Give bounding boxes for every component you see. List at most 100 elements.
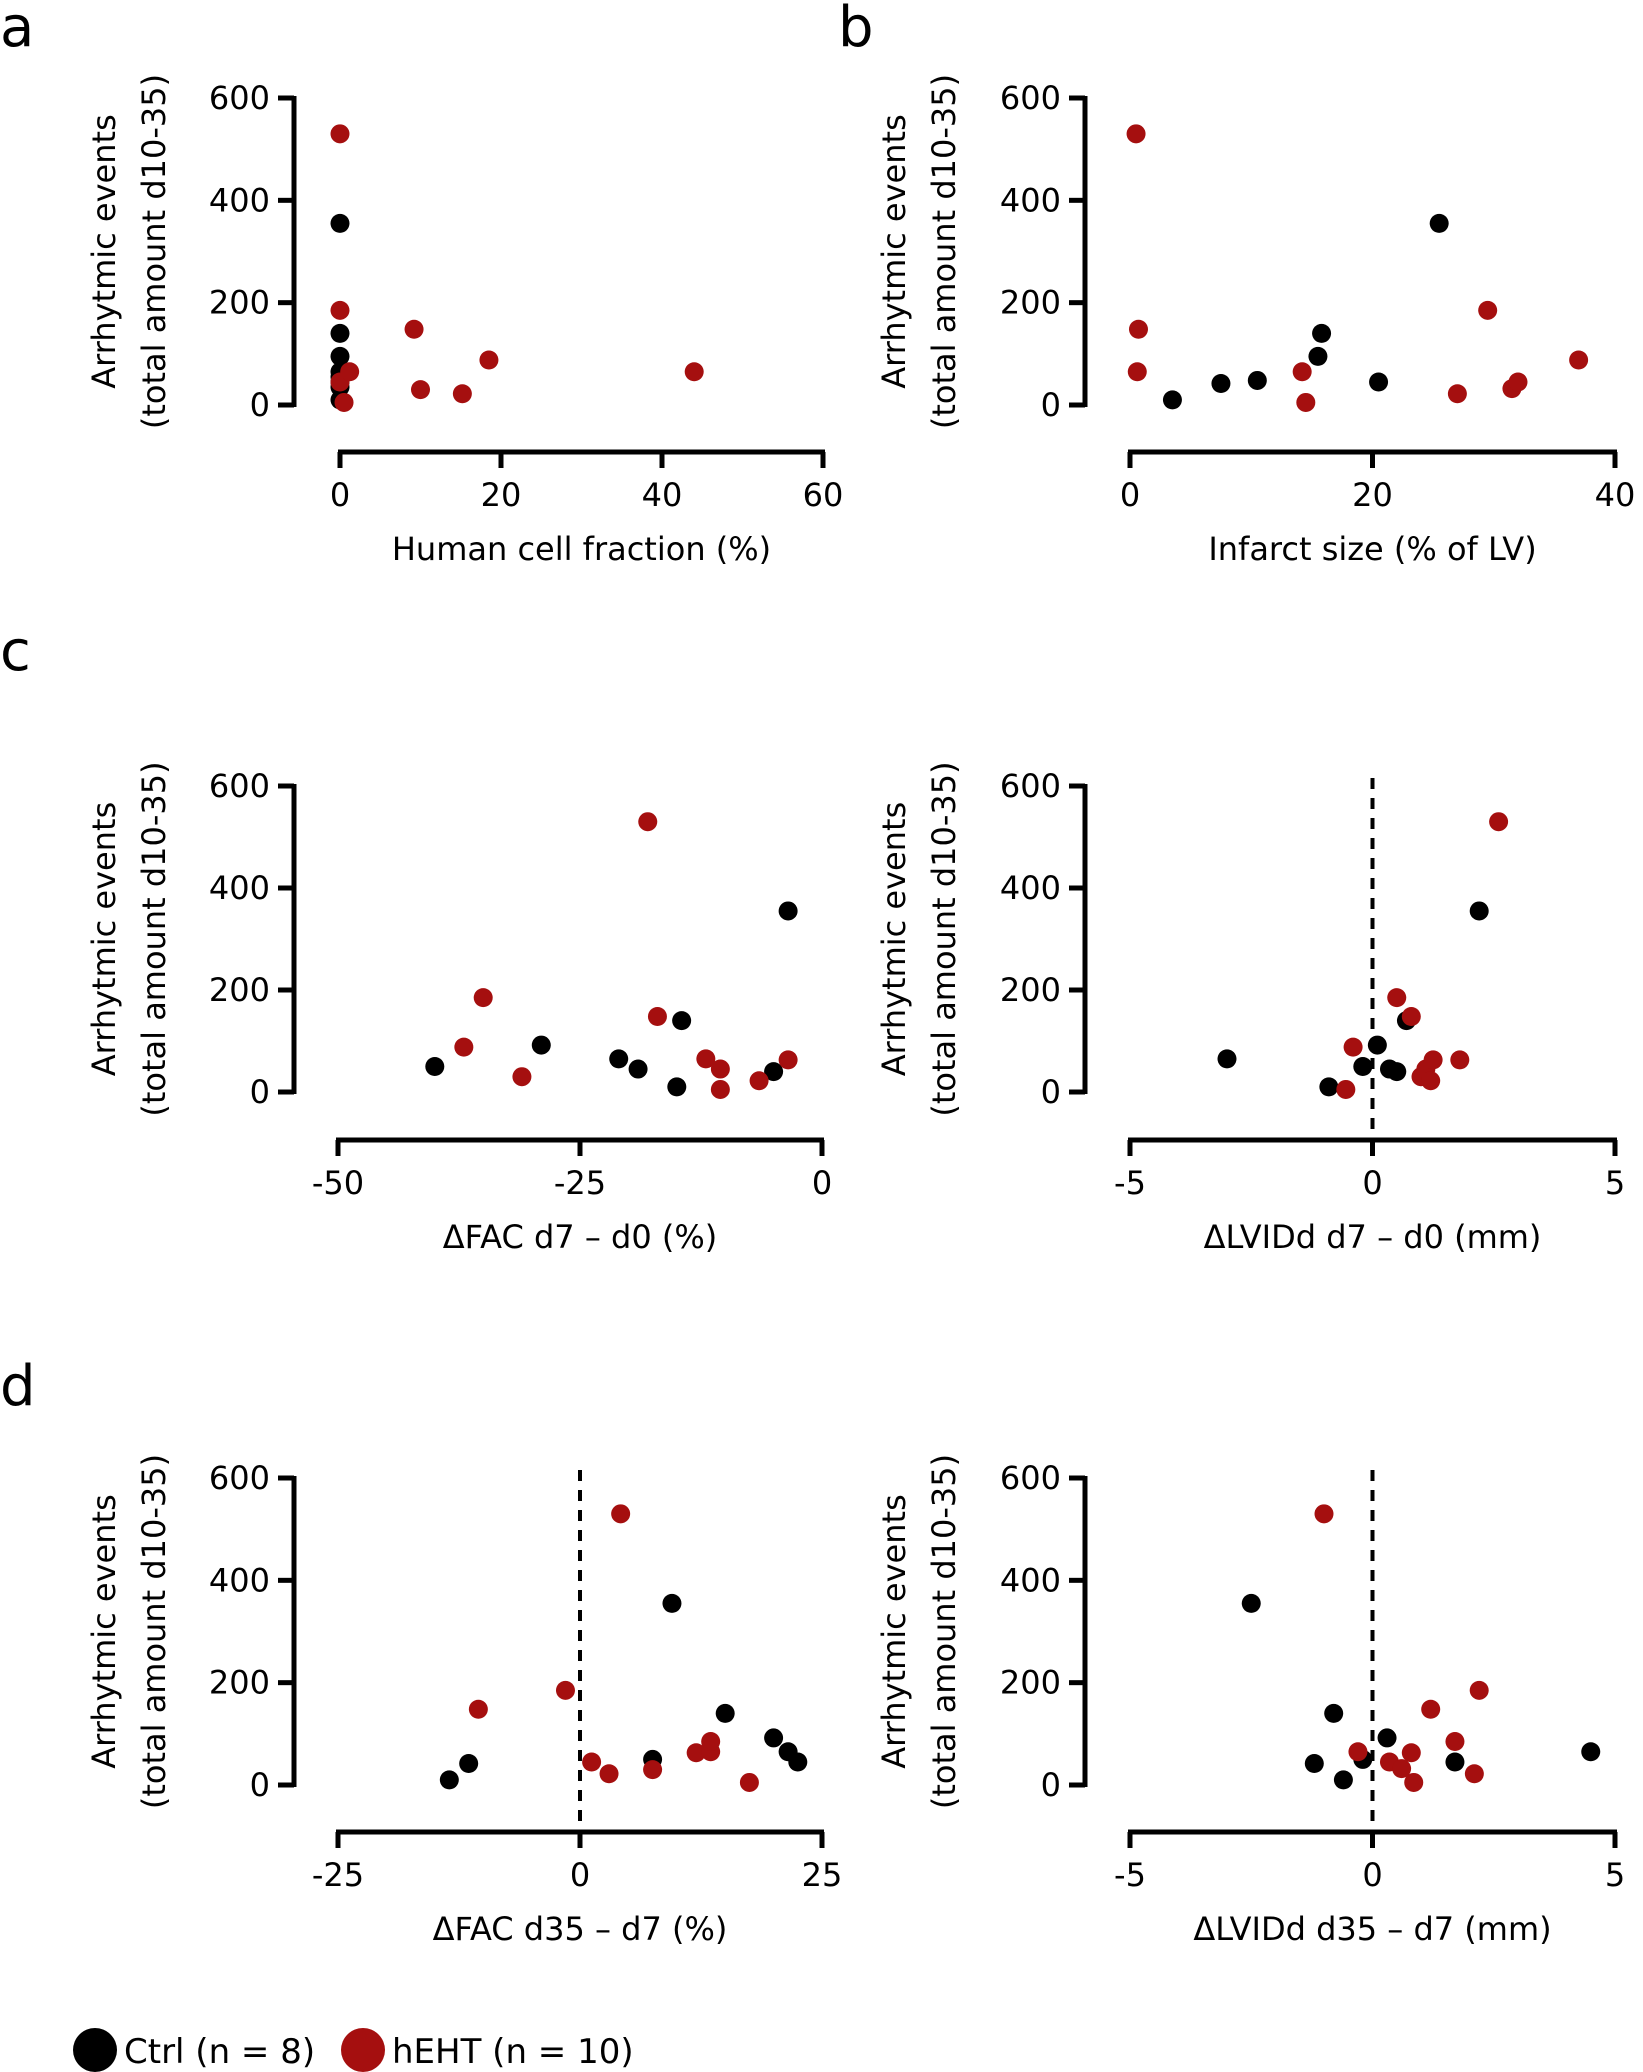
hEHT-data-point (611, 1504, 631, 1524)
legend-hEHT-label: hEHT (n = 10) (392, 2032, 634, 2072)
hEHT-data-point (1128, 319, 1148, 339)
x-tick-label: 20 (481, 476, 522, 514)
hEHT-data-point (1445, 1732, 1465, 1752)
ctrl-data-point (1217, 1049, 1237, 1069)
hEHT-data-point (710, 1059, 730, 1079)
ctrl-data-point (1469, 901, 1489, 921)
ctrl-data-point (1247, 370, 1267, 390)
hEHT-data-point (1292, 362, 1312, 382)
hEHT-data-point (452, 384, 472, 404)
y-axis-title-line1: Arrhytmic events (85, 114, 123, 388)
x-axis-title: ΔFAC d7 – d0 (%) (443, 1218, 717, 1256)
y-axis-title-line1: Arrhytmic events (85, 802, 123, 1076)
hEHT-data-point (330, 300, 350, 320)
y-tick-label: 0 (250, 1073, 270, 1111)
ctrl-data-point (778, 901, 798, 921)
x-axis-title: Human cell fraction (%) (392, 530, 771, 568)
x-tick-label: 20 (1352, 476, 1393, 514)
ctrl-data-point (1324, 1703, 1344, 1723)
panel-letter-c: c (0, 619, 31, 684)
x-axis-title: Infarct size (% of LV) (1208, 530, 1536, 568)
ctrl-data-point (1353, 1057, 1373, 1076)
ctrl-data-point (425, 1057, 445, 1076)
hEHT-data-point (473, 988, 493, 1008)
hEHT-data-point (1464, 1764, 1484, 1784)
x-axis-title: ΔLVIDd d7 – d0 (mm) (1204, 1218, 1542, 1256)
hEHT-data-point (684, 362, 704, 382)
y-axis-title-line2: (total amount d10-35) (925, 74, 963, 429)
hEHT-data-point (778, 1050, 798, 1070)
hEHT-data-point (479, 350, 499, 370)
hEHT-data-point (404, 319, 424, 339)
hEHT-data-point (1421, 1699, 1441, 1719)
legend-ctrl-marker (73, 2028, 117, 2072)
y-tick-label: 400 (209, 869, 270, 907)
ctrl-data-point (764, 1062, 784, 1082)
chart-dlvidd-d35-d7: 0 200 400 600 -5 0 5 ΔLVIDd d35 – d7 (mm) Arrhyt… (875, 1454, 1625, 1948)
hEHT-data-point (647, 1007, 667, 1027)
y-axis-title-line1: Arrhytmic events (875, 114, 913, 388)
ctrl-data-point (1211, 374, 1231, 394)
x-tick-label: 0 (1120, 476, 1140, 514)
hEHT-data-point (643, 1760, 663, 1780)
y-tick-label: 200 (1000, 971, 1061, 1009)
ctrl-data-point (1445, 1752, 1465, 1772)
hEHT-data-point (411, 380, 430, 400)
chart-infarct-size: 0 200 400 600 0 20 40 Infarct size (% of LV) Arr… (875, 74, 1635, 568)
x-tick-label: 40 (642, 476, 683, 514)
hEHT-data-point (1127, 362, 1147, 382)
ctrl-data-point (672, 1011, 692, 1031)
ctrl-data-point (1162, 390, 1182, 410)
hEHT-data-point (512, 1067, 532, 1087)
hEHT-data-point (1423, 1050, 1443, 1070)
legend: Ctrl (n = 8) hEHT (n = 10) (73, 2028, 634, 2072)
hEHT-data-point (1401, 1743, 1421, 1763)
hEHT-data-point (1343, 1037, 1363, 1057)
panel-letter-d: d (0, 1354, 36, 1419)
ctrl-data-point (459, 1754, 479, 1774)
y-tick-label: 400 (1000, 1561, 1061, 1599)
y-tick-label: 200 (1000, 1664, 1061, 1702)
x-tick-label: 0 (1362, 1164, 1382, 1202)
ctrl-data-point (667, 1077, 687, 1097)
x-tick-label: 40 (1595, 476, 1636, 514)
ctrl-data-point (1304, 1754, 1324, 1774)
y-axis-title-line2: (total amount d10-35) (135, 1454, 173, 1809)
ctrl-data-point (662, 1593, 682, 1613)
ctrl-data-point (628, 1059, 648, 1079)
ctrl-data-point (1367, 1035, 1387, 1055)
hEHT-data-point (638, 812, 658, 832)
hEHT-data-point (686, 1743, 706, 1763)
hEHT-data-point (749, 1071, 769, 1091)
hEHT-data-point (454, 1037, 474, 1057)
y-tick-label: 0 (250, 386, 270, 424)
y-tick-label: 600 (209, 79, 270, 117)
hEHT-data-point (468, 1699, 488, 1719)
hEHT-data-point (555, 1680, 575, 1700)
hEHT-data-point (340, 362, 360, 382)
hEHT-data-point (710, 1079, 730, 1099)
ctrl-data-point (764, 1728, 784, 1748)
y-tick-label: 400 (1000, 181, 1061, 219)
y-axis-title-line1: Arrhytmic events (85, 1494, 123, 1768)
ctrl-data-point (439, 1770, 459, 1790)
ctrl-data-point (1241, 1593, 1261, 1613)
chart-dfac-d35-d7: 0 200 400 600 -25 0 25 ΔFAC d35 – d7 (%) Arrhytm… (85, 1454, 842, 1948)
y-tick-label: 600 (1000, 79, 1061, 117)
hEHT-data-point (1387, 988, 1407, 1008)
legend-ctrl-label: Ctrl (n = 8) (124, 2032, 315, 2072)
hEHT-data-point (1348, 1742, 1368, 1762)
hEHT-data-point (334, 392, 354, 412)
y-tick-label: 0 (250, 1766, 270, 1804)
ctrl-data-point (1581, 1742, 1601, 1762)
y-tick-label: 200 (209, 284, 270, 322)
x-axis-title: ΔLVIDd d35 – d7 (mm) (1193, 1910, 1551, 1948)
hEHT-data-point (599, 1764, 619, 1784)
ctrl-data-point (1333, 1770, 1353, 1790)
y-tick-label: 600 (209, 767, 270, 805)
ctrl-data-point (1308, 346, 1328, 366)
x-tick-label: 25 (802, 1856, 843, 1894)
hEHT-data-point (1401, 1007, 1421, 1027)
ctrl-data-point (715, 1703, 735, 1723)
